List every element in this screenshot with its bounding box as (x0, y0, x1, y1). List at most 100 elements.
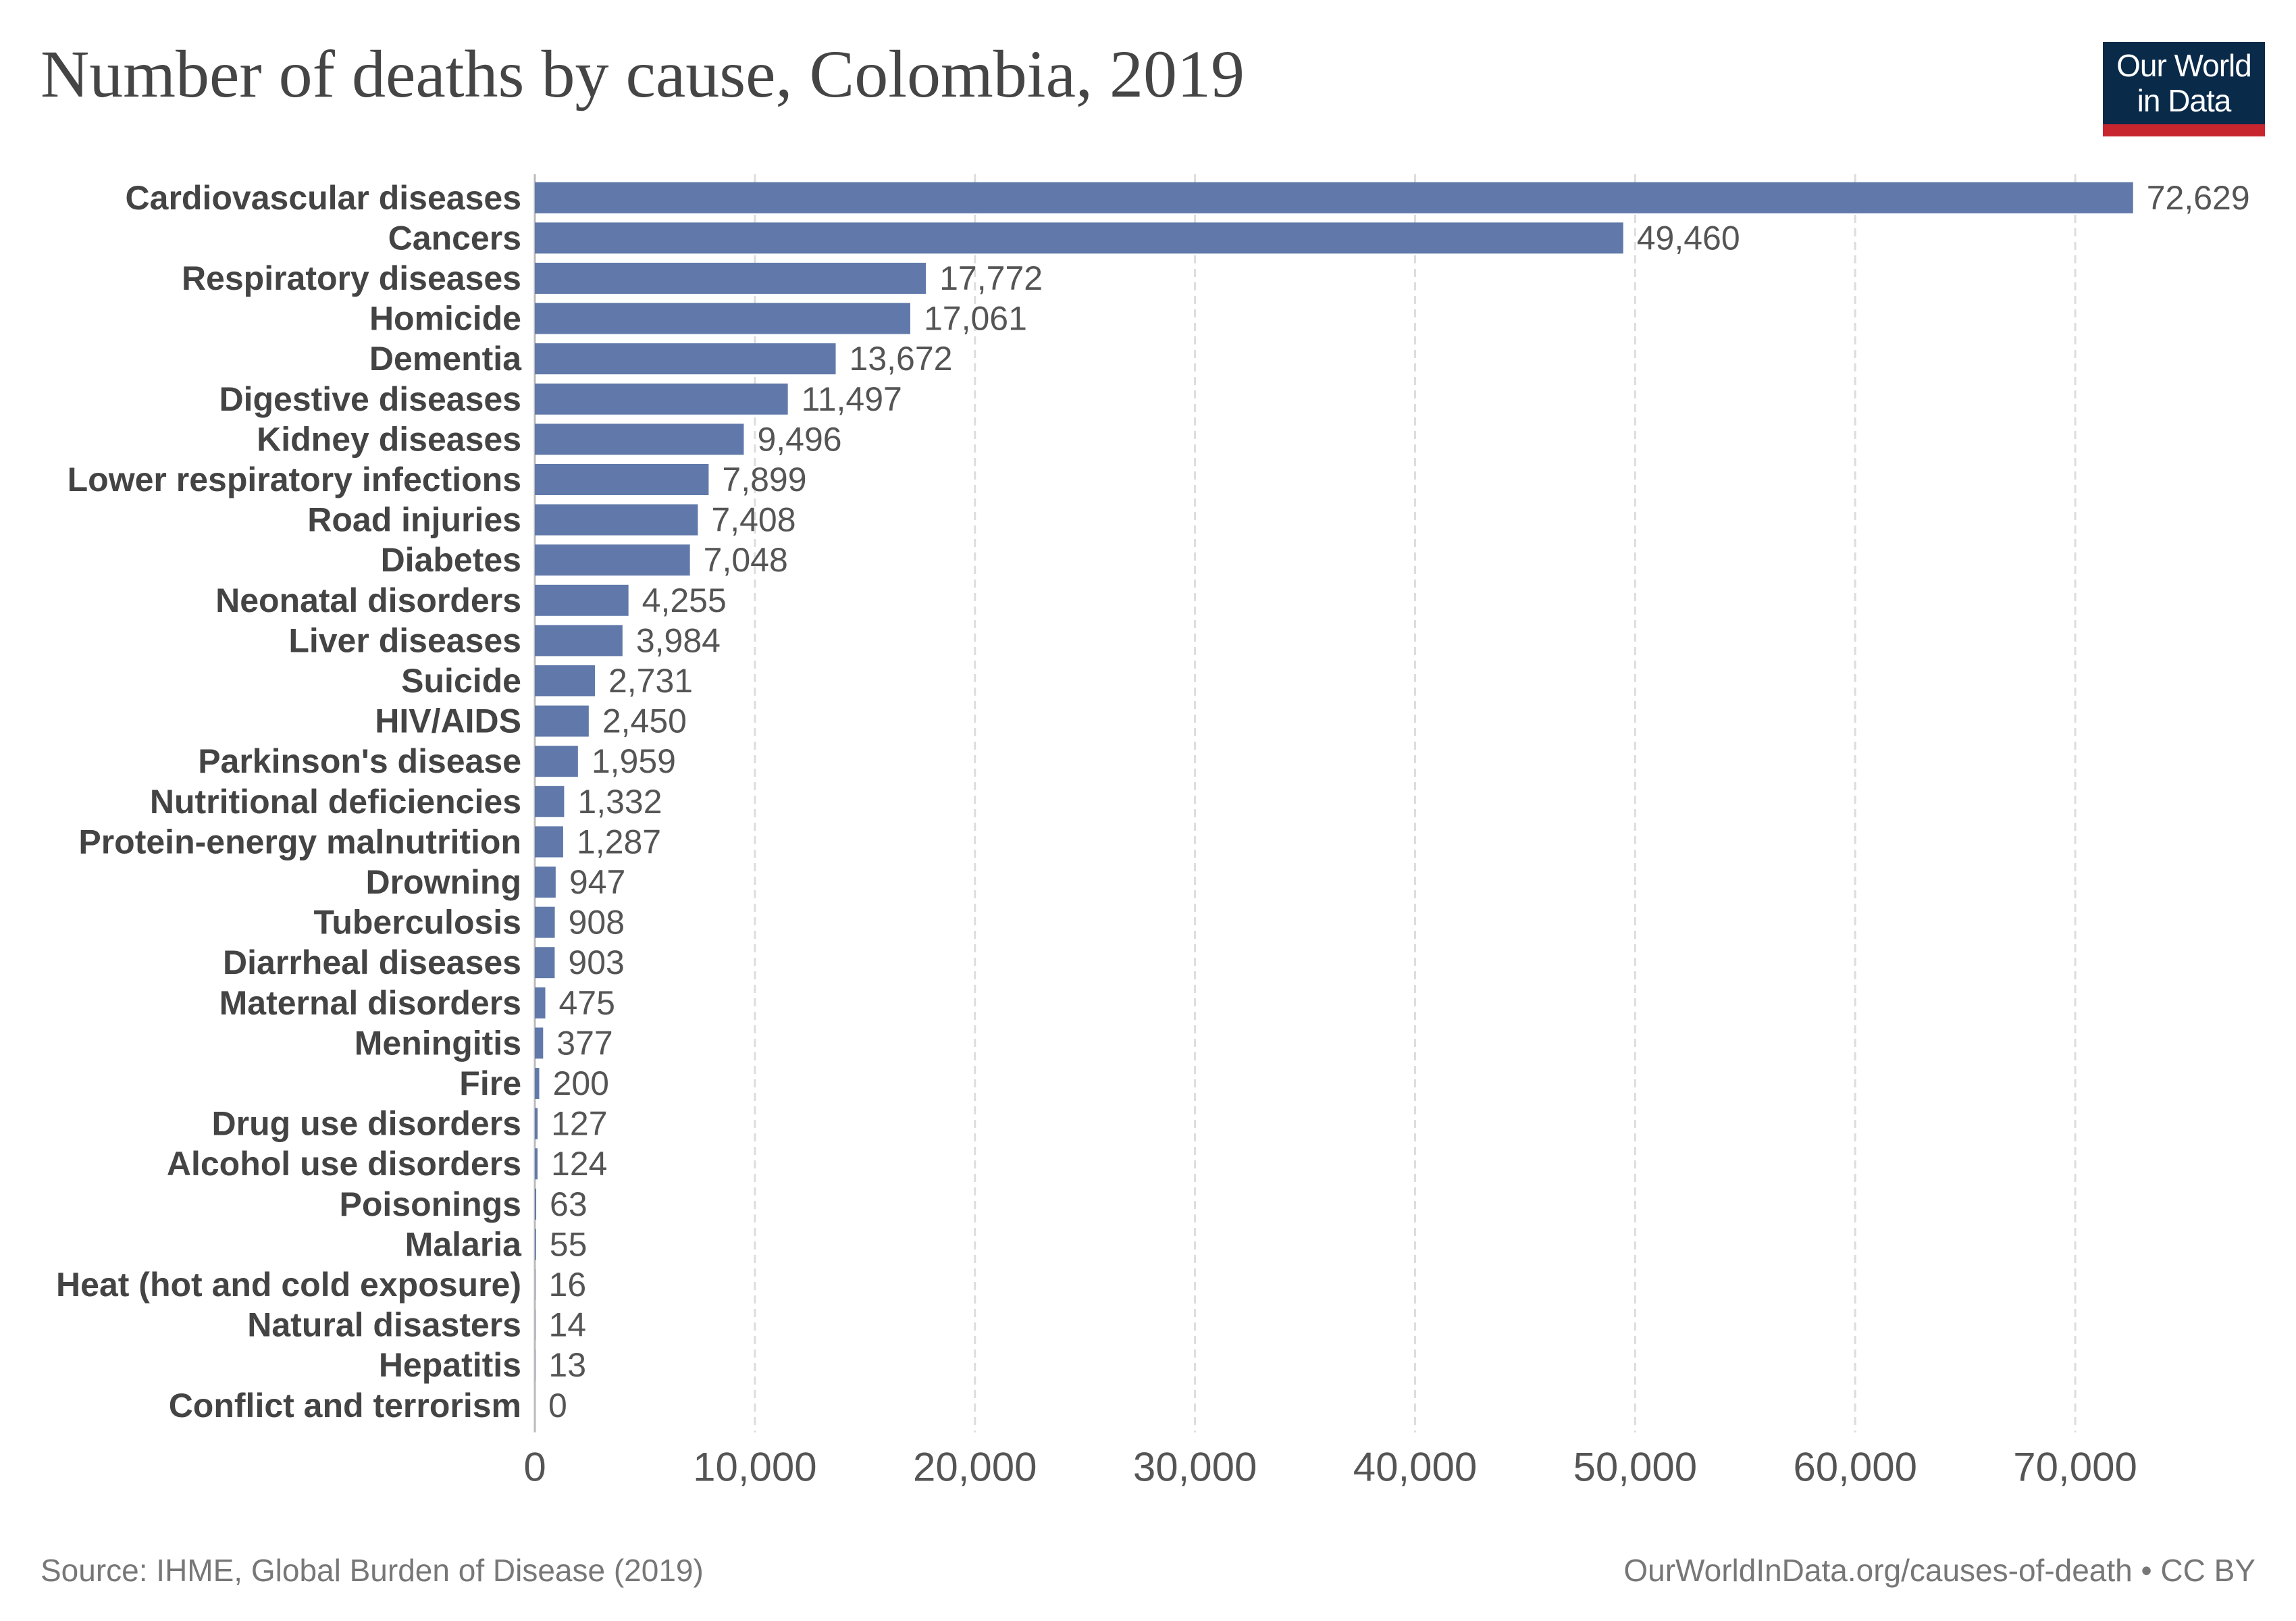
category-labels: Cardiovascular diseasesCancersRespirator… (56, 179, 522, 1424)
x-tick-label: 30,000 (1133, 1445, 1257, 1490)
category-label: Alcohol use disorders (167, 1145, 521, 1183)
category-label: Hepatitis (379, 1346, 521, 1384)
bar[interactable] (535, 263, 927, 294)
bar[interactable] (535, 705, 589, 737)
value-label: 3,984 (636, 621, 721, 659)
category-label: Maternal disorders (219, 984, 521, 1022)
category-label: Protein-energy malnutrition (78, 823, 521, 860)
value-label: 1,332 (577, 783, 662, 821)
value-label: 7,899 (722, 461, 806, 498)
category-label: Road injuries (307, 501, 521, 539)
bars (535, 182, 2133, 1381)
bar[interactable] (535, 504, 698, 536)
category-label: Respiratory diseases (182, 259, 521, 297)
value-label: 17,061 (924, 300, 1027, 338)
value-label: 72,629 (2147, 179, 2250, 217)
category-label: Dementia (369, 340, 522, 378)
bar-chart: Cardiovascular diseasesCancersRespirator… (56, 174, 2250, 1490)
category-label: Cancers (388, 219, 521, 257)
category-label: Heat (hot and cold exposure) (56, 1266, 521, 1304)
value-label: 127 (551, 1105, 607, 1143)
x-tick-label: 40,000 (1353, 1445, 1478, 1490)
value-label: 4,255 (642, 582, 727, 619)
bar[interactable] (535, 1027, 544, 1059)
value-label: 7,048 (704, 541, 788, 579)
category-label: Kidney diseases (257, 420, 521, 458)
bar[interactable] (535, 1188, 537, 1220)
category-label: Fire (459, 1064, 521, 1102)
x-tick-label: 50,000 (1573, 1445, 1698, 1490)
logo-line-2: in Data (2137, 83, 2232, 118)
value-label: 49,460 (1637, 219, 1740, 257)
value-label: 9,496 (757, 420, 841, 458)
value-label: 63 (550, 1185, 588, 1223)
bar[interactable] (535, 625, 623, 657)
category-label: Conflict and terrorism (169, 1387, 521, 1424)
value-label: 13,672 (850, 340, 953, 378)
value-label: 200 (553, 1064, 609, 1102)
bar[interactable] (535, 1108, 538, 1139)
bar[interactable] (535, 947, 555, 979)
category-label: Poisonings (340, 1185, 521, 1223)
bar[interactable] (535, 786, 565, 817)
category-label: Homicide (369, 300, 521, 338)
category-label: Parkinson's disease (198, 742, 521, 780)
credit-link[interactable]: OurWorldInData.org/causes-of-death • CC … (1623, 1553, 2255, 1588)
category-label: Suicide (401, 662, 521, 700)
bar[interactable] (535, 1229, 536, 1260)
source-note: Source: IHME, Global Burden of Disease (… (41, 1553, 704, 1588)
value-label: 7,408 (711, 501, 795, 539)
bar[interactable] (535, 906, 555, 938)
value-label: 2,731 (608, 662, 693, 700)
bar[interactable] (535, 423, 744, 455)
category-label: Liver diseases (288, 621, 521, 659)
category-label: Neonatal disorders (215, 582, 521, 619)
value-label: 1,959 (592, 742, 676, 780)
bar[interactable] (535, 987, 546, 1019)
category-label: HIV/AIDS (375, 702, 521, 740)
value-label: 124 (551, 1145, 607, 1183)
bar[interactable] (535, 867, 556, 898)
category-label: Diabetes (381, 541, 521, 579)
category-label: Cardiovascular diseases (126, 179, 521, 217)
bar[interactable] (535, 826, 563, 858)
value-label: 13 (548, 1346, 586, 1384)
value-label: 14 (548, 1306, 586, 1344)
category-label: Natural disasters (247, 1306, 521, 1344)
category-label: Nutritional deficiencies (150, 783, 521, 821)
value-labels: 72,629 49,460 17,77217,06113,67211,4979,49… (548, 179, 2250, 1424)
bar[interactable] (535, 464, 709, 495)
bar[interactable] (535, 222, 1623, 254)
bar[interactable] (535, 383, 788, 415)
category-label: Lower respiratory infections (68, 461, 521, 498)
value-label: 475 (558, 984, 615, 1022)
bar[interactable] (535, 1068, 540, 1099)
value-label: 908 (569, 904, 625, 942)
category-label: Meningitis (355, 1024, 521, 1062)
bar[interactable] (535, 1148, 538, 1180)
value-label: 903 (568, 944, 624, 981)
x-tick-label: 10,000 (693, 1445, 817, 1490)
value-label: 377 (556, 1024, 612, 1062)
category-label: Drowning (365, 863, 521, 901)
owid-logo[interactable]: Our World in Data (2103, 42, 2265, 136)
value-label: 0 (548, 1387, 567, 1424)
category-label: Digestive diseases (219, 380, 522, 418)
value-label: 1,287 (577, 823, 661, 860)
x-tick-label: 70,000 (2013, 1445, 2137, 1490)
bar[interactable] (535, 343, 836, 375)
x-tick-label: 20,000 (913, 1445, 1037, 1490)
bar[interactable] (535, 665, 595, 696)
category-label: Tuberculosis (314, 904, 521, 942)
chart-title: Number of deaths by cause, Colombia, 201… (41, 36, 1245, 111)
bar[interactable] (535, 584, 629, 616)
value-label: 16 (549, 1266, 587, 1304)
bar[interactable] (535, 746, 578, 777)
bar[interactable] (535, 182, 2133, 213)
category-label: Diarrheal diseases (223, 944, 521, 981)
category-label: Drug use disorders (212, 1105, 521, 1143)
bar[interactable] (535, 1269, 536, 1300)
value-label: 2,450 (602, 702, 687, 740)
bar[interactable] (535, 544, 690, 576)
bar[interactable] (535, 303, 910, 334)
